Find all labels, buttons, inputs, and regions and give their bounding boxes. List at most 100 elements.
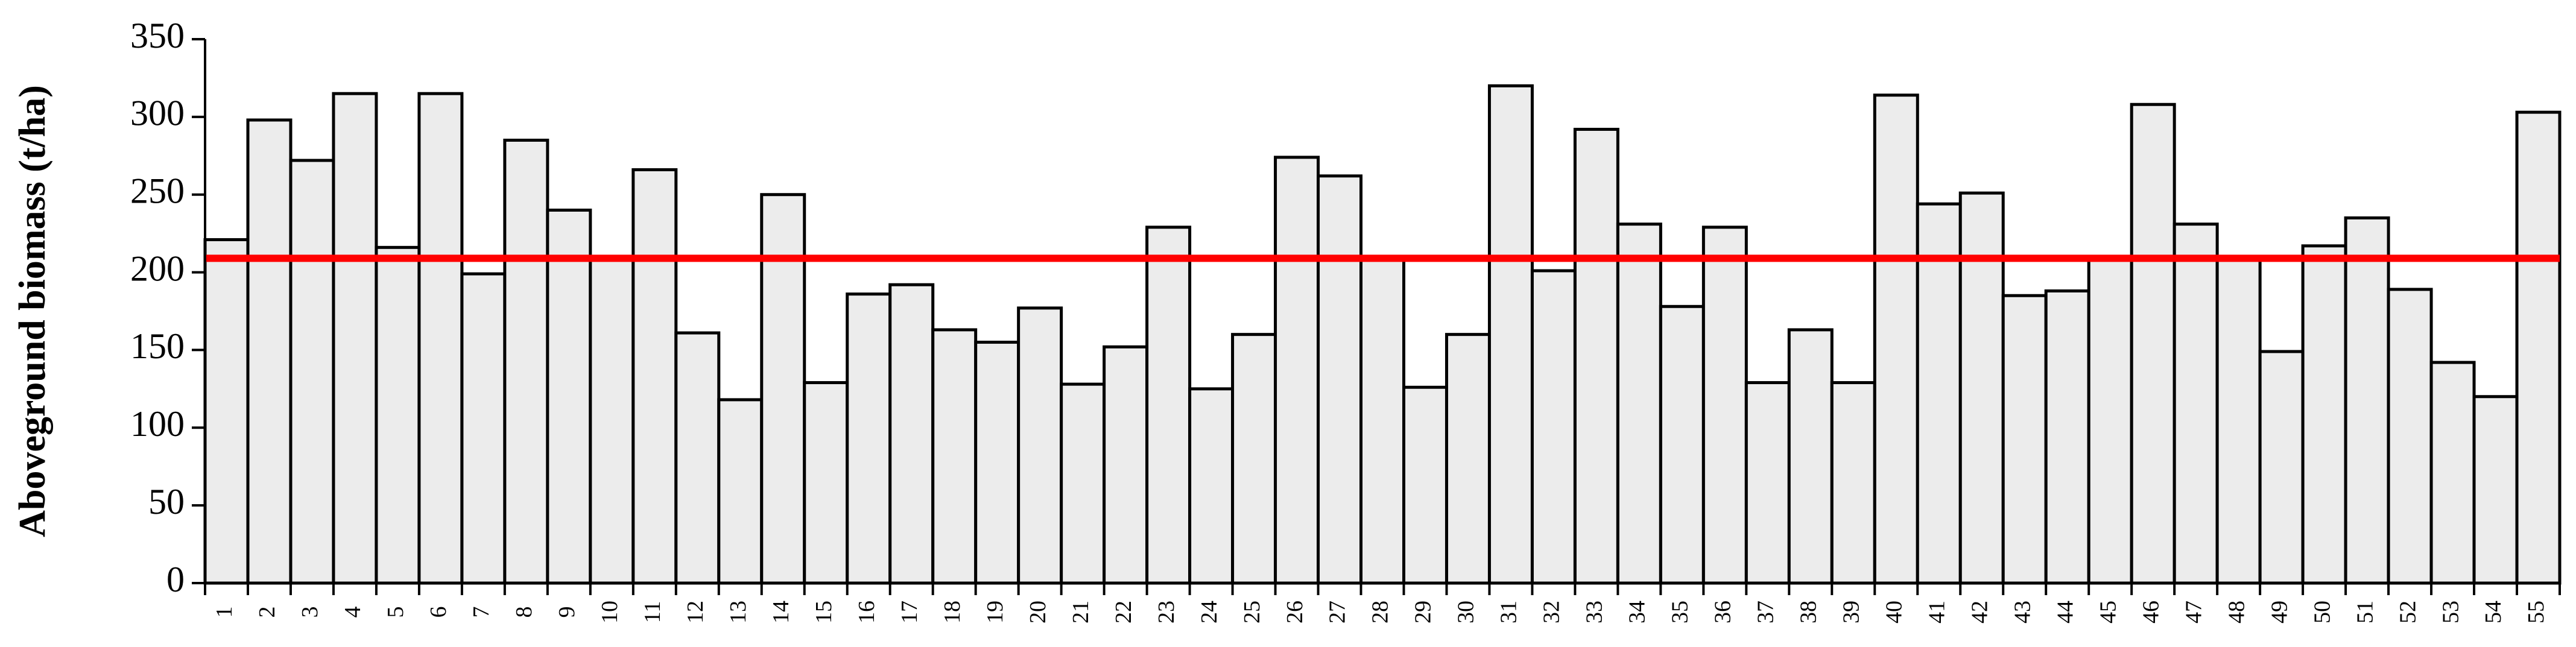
bar xyxy=(2044,289,2090,585)
bar xyxy=(931,328,978,585)
bar xyxy=(2301,244,2347,585)
x-tick-label: 6 xyxy=(426,607,451,618)
x-tick-label: 16 xyxy=(854,601,879,623)
bar xyxy=(2087,258,2133,585)
bar xyxy=(974,341,1021,585)
x-tick-label: 1 xyxy=(212,607,237,618)
bar xyxy=(888,283,935,585)
bar xyxy=(2515,110,2562,585)
x-tick-label: 15 xyxy=(811,601,837,623)
x-tick-label: 10 xyxy=(597,601,622,623)
x-tick-label: 21 xyxy=(1068,601,1093,623)
bar xyxy=(1274,156,1320,585)
bar xyxy=(2344,216,2390,585)
bar xyxy=(1402,385,1448,585)
bar xyxy=(1487,84,1534,585)
x-tick-label: 26 xyxy=(1282,601,1308,623)
bar xyxy=(1573,127,1619,585)
bar xyxy=(1744,381,1791,585)
x-tick-label: 48 xyxy=(2224,601,2249,623)
x-tick-label: 50 xyxy=(2309,601,2335,623)
bar xyxy=(1188,387,1235,585)
x-tick-label: 29 xyxy=(1411,601,1436,623)
bar xyxy=(1145,226,1192,585)
bar xyxy=(546,208,592,585)
x-tick-label: 40 xyxy=(1882,601,1907,623)
x-tick-label: 25 xyxy=(1239,601,1265,623)
x-tick-label: 33 xyxy=(1582,601,1607,623)
x-tick-label: 37 xyxy=(1753,601,1779,623)
x-tick-label: 47 xyxy=(2181,601,2206,623)
bar xyxy=(846,292,892,585)
bar xyxy=(1103,345,1149,585)
x-tick-label: 17 xyxy=(897,601,922,623)
bar xyxy=(1317,174,1363,585)
x-tick-label: 4 xyxy=(340,607,366,618)
bar xyxy=(203,238,250,585)
bar xyxy=(1017,306,1063,585)
bar xyxy=(417,92,464,585)
x-tick-label: 49 xyxy=(2267,601,2292,623)
x-tick-label: 44 xyxy=(2052,601,2078,623)
bar xyxy=(1916,202,1962,585)
bar xyxy=(2258,350,2305,585)
bar xyxy=(289,159,335,585)
bar xyxy=(460,272,507,585)
bar xyxy=(674,331,721,585)
x-tick-label: 39 xyxy=(1839,601,1864,623)
y-tick-label: 0 xyxy=(166,560,185,599)
bar xyxy=(503,139,549,585)
bar xyxy=(2215,258,2262,585)
bar xyxy=(1231,333,1277,585)
x-tick-label: 32 xyxy=(1539,601,1565,623)
x-tick-label: 41 xyxy=(1924,601,1949,623)
x-tick-label: 23 xyxy=(1154,601,1179,623)
x-tick-label: 7 xyxy=(469,607,494,618)
bar xyxy=(2001,294,2048,585)
y-tick-label: 150 xyxy=(130,326,185,366)
bar xyxy=(631,168,678,585)
bar xyxy=(717,398,764,585)
x-tick-label: 31 xyxy=(1496,601,1522,623)
bar xyxy=(1958,191,2005,585)
x-tick-label: 2 xyxy=(255,607,280,618)
x-tick-label: 8 xyxy=(511,607,537,618)
y-tick-label: 50 xyxy=(148,482,185,522)
bar xyxy=(2387,288,2433,585)
bar xyxy=(1830,381,1876,585)
x-tick-label: 46 xyxy=(2138,601,2163,623)
y-tick-label: 350 xyxy=(130,16,185,55)
x-tick-label: 52 xyxy=(2395,601,2420,623)
bar xyxy=(332,92,378,585)
bar xyxy=(1359,258,1405,585)
x-tick-label: 53 xyxy=(2438,601,2463,623)
x-tick-label: 3 xyxy=(297,607,323,618)
x-tick-label: 11 xyxy=(640,601,665,623)
bar xyxy=(375,245,421,585)
x-tick-label: 34 xyxy=(1625,601,1650,623)
bar xyxy=(1659,305,1705,585)
bar xyxy=(1060,382,1106,585)
x-tick-label: 35 xyxy=(1668,601,1693,623)
x-tick-label: 43 xyxy=(2010,601,2035,623)
bar xyxy=(760,193,806,585)
x-tick-label: 42 xyxy=(1967,601,1992,623)
y-tick-label: 200 xyxy=(130,248,185,288)
bar xyxy=(1701,226,1748,585)
bar xyxy=(2472,395,2519,585)
x-tick-label: 20 xyxy=(1025,601,1051,623)
bar xyxy=(246,118,293,585)
bar xyxy=(1445,333,1491,585)
x-tick-label: 45 xyxy=(2095,601,2121,623)
x-tick-label: 28 xyxy=(1368,601,1393,623)
x-tick-label: 38 xyxy=(1796,601,1821,623)
bar xyxy=(1873,93,1919,585)
x-tick-label: 9 xyxy=(554,607,580,618)
x-tick-label: 18 xyxy=(940,601,965,623)
y-axis-title: Aboveground biomass (t/ha) xyxy=(12,85,53,537)
x-tick-label: 5 xyxy=(383,607,408,618)
x-tick-label: 55 xyxy=(2524,601,2549,623)
x-tick-label: 30 xyxy=(1454,601,1479,623)
